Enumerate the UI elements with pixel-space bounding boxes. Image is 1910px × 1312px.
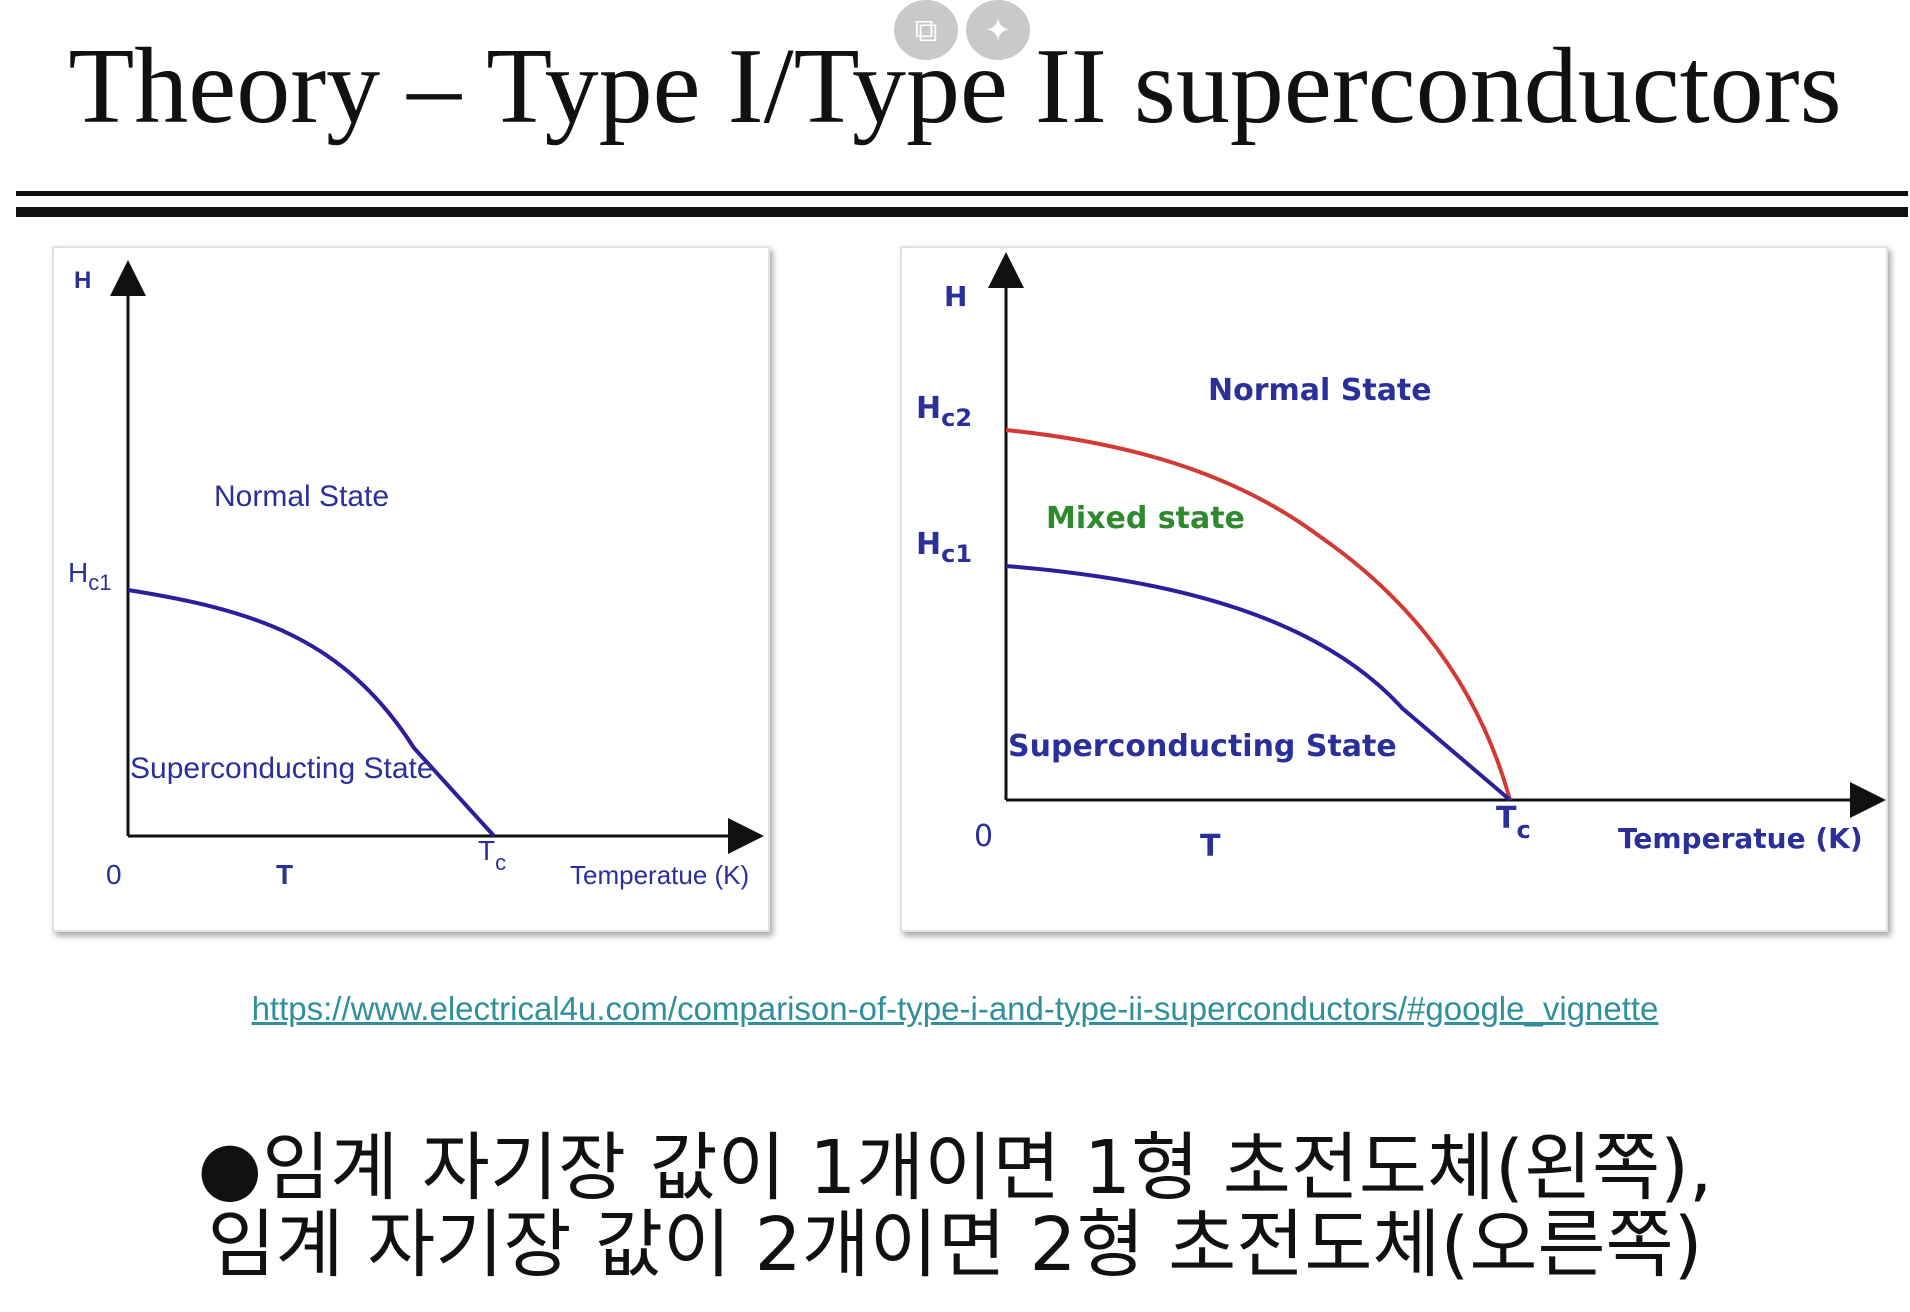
note-line-2: 임계 자기장 값이 2개이면 2형 초전도체(오른쪽) [207, 1202, 1703, 1288]
type1-hc1-label: Hc1 [68, 557, 111, 595]
type1-critical-field-curve [127, 588, 496, 838]
type2-x-axis-label: Temperatue (K) [1618, 822, 1863, 855]
type1-t-label: T [276, 859, 293, 890]
type1-diagram: H Hc1 Normal State Superconducting State… [68, 260, 764, 890]
type2-hc1-label: Hc1 [916, 527, 972, 568]
type1-x-axis-label: Temperatue (K) [570, 860, 749, 890]
type1-tc-label: Tc [478, 835, 506, 875]
type2-diagram-panel: H Hc2 Hc1 Normal State Mixed state Super… [900, 246, 1888, 932]
type1-diagram-panel: H Hc1 Normal State Superconducting State… [52, 246, 770, 932]
source-link[interactable]: https://www.electrical4u.com/comparison-… [251, 990, 1659, 1027]
title-rule-thin [16, 191, 1908, 196]
type2-tc-label: Tc [1496, 801, 1531, 844]
type2-y-axis-label: H [944, 280, 967, 313]
type2-mixed-state-label: Mixed state [1046, 501, 1245, 536]
type2-origin-label: 0 [974, 819, 993, 854]
sparkle-icon[interactable]: ✦ [966, 0, 1030, 60]
type2-lower-critical-field-curve [1005, 564, 1512, 802]
type2-diagram: H Hc2 Hc1 Normal State Mixed state Super… [916, 252, 1886, 864]
slide-title: Theory – Type I/Type II superconductors [68, 27, 1842, 146]
note-line-1: ●임계 자기장 값이 1개이면 1형 초전도체(왼쪽), [197, 1125, 1713, 1211]
type2-upper-critical-field-curve [1005, 428, 1512, 801]
type1-normal-state-label: Normal State [214, 480, 389, 513]
type2-t-label: T [1200, 829, 1221, 864]
type1-y-axis-label: H [74, 267, 91, 294]
type2-hc2-label: Hc2 [916, 391, 972, 432]
type1-superconducting-state-label: Superconducting State [130, 752, 434, 785]
type2-normal-state-label: Normal State [1208, 373, 1432, 408]
type1-origin-label: 0 [106, 859, 122, 890]
open-external-icon[interactable]: ⧉ [894, 0, 958, 60]
type2-superconducting-state-label: Superconducting State [1008, 729, 1397, 764]
title-rule-thick [16, 207, 1908, 217]
